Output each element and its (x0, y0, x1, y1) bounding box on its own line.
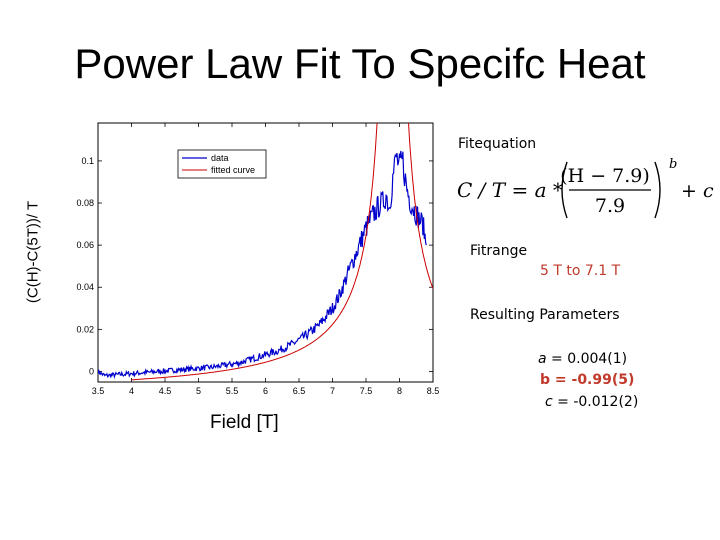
legend-label-data: data (211, 153, 229, 163)
y-tick-label: 0 (89, 366, 94, 376)
x-tick-label: 6.5 (293, 386, 306, 396)
x-tick-label: 4.5 (159, 386, 172, 396)
data-series-line (98, 150, 427, 379)
x-axis-label: Field [T] (210, 412, 279, 433)
equation-heading: Fitequation (458, 136, 537, 152)
equation-left-paren (561, 161, 568, 219)
param-c-value: = -0.012(2) (552, 394, 639, 410)
param-a-value: = 0.004(1) (546, 351, 628, 367)
param-b: b = -0.99(5) (540, 372, 634, 388)
param-b-symbol: b (540, 372, 551, 388)
param-a-symbol: a (538, 351, 547, 367)
y-tick-label: 0.06 (76, 240, 94, 250)
fit-equation: C / T = a * (H − 7.9) 7.9 b + c (457, 157, 714, 219)
y-tick-label: 0.02 (76, 324, 94, 334)
equation-right-paren (654, 161, 661, 219)
y-tick-label: 0.04 (76, 282, 94, 292)
param-a: a = 0.004(1) (538, 351, 627, 367)
y-tick-label: 0.1 (81, 156, 94, 166)
param-c-symbol: c (545, 394, 553, 410)
equation-numerator: (H − 7.9) (560, 165, 650, 187)
equation-lhs: C / T = a * (457, 178, 563, 202)
fit-range-value: 5 T to 7.1 T (540, 263, 621, 279)
legend: data fitted curve (177, 149, 267, 179)
equation-exponent: b (669, 157, 677, 172)
fit-series-line (131, 123, 433, 381)
param-b-value: = -0.99(5) (550, 372, 635, 388)
legend-label-fit: fitted curve (211, 165, 255, 175)
x-tick-label: 3.5 (92, 386, 105, 396)
slide-title: Power Law Fit To Specifc Heat (74, 40, 646, 87)
fit-range-heading: Fitrange (470, 243, 528, 259)
equation-denominator: 7.9 (595, 195, 625, 217)
x-tick-label: 7.5 (360, 386, 373, 396)
x-tick-label: 8.5 (427, 386, 440, 396)
legend-box (177, 149, 267, 179)
x-tick-label: 8 (397, 386, 402, 396)
param-c: c = -0.012(2) (545, 394, 638, 410)
x-tick-label: 5.5 (226, 386, 239, 396)
params-heading: Resulting Parameters (470, 307, 620, 323)
x-tick-label: 7 (330, 386, 335, 396)
x-tick-label: 6 (263, 386, 268, 396)
x-tick-label: 5 (196, 386, 201, 396)
y-tick-label: 0.08 (76, 198, 94, 208)
equation-tail: + c (681, 180, 714, 202)
y-axis-label: (C(H)-C(5T))/ T (24, 200, 42, 304)
x-tick-label: 4 (129, 386, 134, 396)
